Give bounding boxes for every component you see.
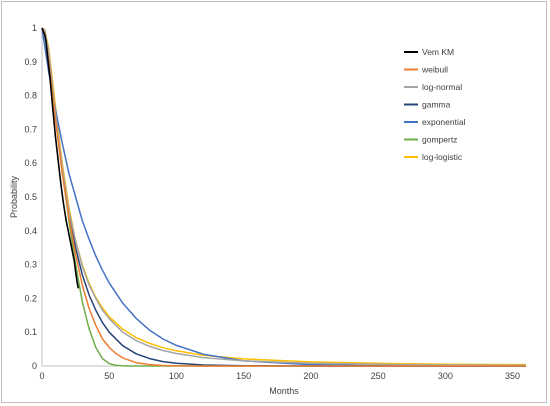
y-tick-label: 0.6: [24, 158, 37, 168]
series-line-gompertz: [41, 27, 526, 367]
series-line-vem-km: [41, 27, 80, 289]
y-tick-label: 0.1: [24, 327, 37, 337]
x-tick-label: 350: [505, 371, 520, 381]
series-line-log-logistic: [41, 27, 527, 366]
y-tick-label: 0.2: [24, 293, 37, 303]
x-tick-label: 300: [438, 371, 453, 381]
y-tick-label: 0.7: [24, 124, 37, 134]
x-tick-label: 200: [303, 371, 318, 381]
legend-label-gamma: gamma: [422, 100, 451, 110]
y-tick-label: 0: [32, 361, 37, 371]
x-tick-label: 50: [104, 371, 114, 381]
legend: Vem KM weibull log-normal gamma exponential g…: [404, 47, 466, 162]
series-line-exponential: [41, 27, 526, 367]
x-tick-label: 100: [169, 371, 184, 381]
y-tick-label: 1: [32, 23, 37, 33]
series-lines: [41, 27, 527, 367]
x-tick-label: 0: [39, 371, 44, 381]
y-tick-label: 0.8: [24, 91, 37, 101]
legend-label-log-logistic: log-logistic: [422, 152, 463, 162]
y-tick-label: 0.3: [24, 260, 37, 270]
y-tick-label: 0.5: [24, 192, 37, 202]
y-tick-label: 0.9: [24, 57, 37, 67]
series-line-log-normal: [41, 27, 527, 367]
x-tick-label: 150: [236, 371, 251, 381]
legend-label-log-normal: log-normal: [422, 82, 462, 92]
legend-label-gompertz: gompertz: [422, 135, 457, 145]
axes: [41, 28, 526, 367]
y-tick-label: 0.4: [24, 226, 37, 236]
y-axis-label: Probability: [9, 175, 19, 218]
tick-labels: 0 50 100 150 200 250 300 350 0 0.1 0.2 0.3 0.4 0.5 0.6…: [24, 23, 520, 381]
legend-label-exponential: exponential: [422, 117, 466, 127]
x-tick-label: 250: [371, 371, 386, 381]
series-line-gamma: [41, 27, 526, 367]
legend-label-weibull: weibull: [421, 65, 448, 75]
legend-label-vem-km: Vem KM: [422, 47, 454, 57]
series-line-weibull: [41, 27, 526, 367]
x-axis-label: Months: [269, 386, 299, 396]
